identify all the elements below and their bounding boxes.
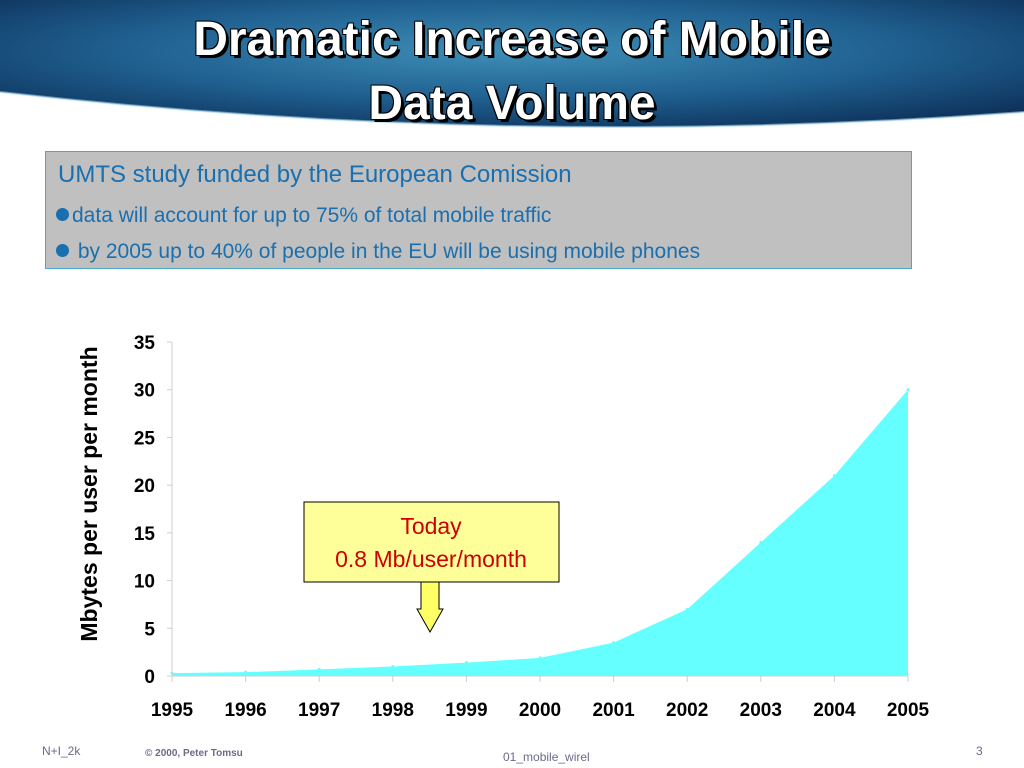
x-tick-label: 1995 <box>151 700 194 721</box>
bullet-dot-icon <box>56 208 69 221</box>
data-point <box>759 540 763 544</box>
y-tick-label: 5 <box>144 619 155 640</box>
x-tick-label: 1998 <box>372 700 414 721</box>
slide-title-line-1: Dramatic Increase of Mobile <box>193 13 831 66</box>
slide-header: Dramatic Increase of Mobile Data Volume <box>0 0 1024 138</box>
y-tick-label: 10 <box>134 572 155 593</box>
x-tick-label: 2003 <box>740 700 782 721</box>
x-tick-label: 1997 <box>298 700 340 721</box>
area-chart: 0 5 10 15 20 25 30 35 1995 1996 1997 1998 1999 2000 2… <box>76 333 930 721</box>
data-point <box>906 388 910 392</box>
page-number: 3 <box>976 744 983 758</box>
slide-title-line-2: Data Volume <box>368 77 656 130</box>
bullet-dot-icon <box>56 244 69 257</box>
data-point <box>538 656 542 660</box>
y-tick-label: 15 <box>134 524 156 545</box>
y-tick-label: 0 <box>144 667 155 688</box>
header-background <box>0 0 1024 129</box>
y-tick-label: 35 <box>134 333 156 354</box>
y-axis-label: Mbytes per user per month <box>76 346 102 641</box>
data-point <box>391 664 395 668</box>
x-tick-label: 2002 <box>666 700 708 721</box>
footer-center-label: 01_mobile_wirel <box>503 750 590 764</box>
info-bullet-text: by 2005 up to 40% of people in the EU wi… <box>72 240 701 263</box>
x-tick-label: 1996 <box>224 700 266 721</box>
x-tick-label: 2005 <box>887 700 930 721</box>
x-tick-label: 2004 <box>813 700 856 721</box>
callout-box <box>303 501 560 583</box>
today-callout: Today 0.8 Mb/user/month <box>303 501 560 634</box>
data-point <box>832 474 836 478</box>
area-series <box>172 389 908 676</box>
info-bullet: by 2005 up to 40% of people in the EU wi… <box>56 240 700 264</box>
data-point <box>317 667 321 671</box>
info-box: UMTS study funded by the European Comiss… <box>45 151 912 269</box>
info-bullet: data will account for up to 75% of total… <box>56 204 551 228</box>
data-point <box>612 641 616 645</box>
x-tick-label: 2000 <box>519 700 561 721</box>
y-tick-label: 30 <box>134 381 155 402</box>
x-tick-label: 2001 <box>592 700 635 721</box>
callout-line-2: 0.8 Mb/user/month <box>335 546 527 572</box>
y-tick-label: 20 <box>134 476 155 497</box>
callout-line-1: Today <box>400 513 462 539</box>
data-point <box>685 607 689 611</box>
footer-copyright: © 2000, Peter Tomsu <box>145 748 243 759</box>
y-ticks: 0 5 10 15 20 25 30 35 <box>134 333 172 688</box>
down-arrow-icon <box>416 581 444 634</box>
footer-left-label: N+I_2k <box>42 744 81 758</box>
y-tick-label: 25 <box>134 428 156 449</box>
data-point <box>464 661 468 665</box>
plot-area <box>170 388 910 676</box>
info-bullet-text: data will account for up to 75% of total… <box>72 204 552 227</box>
data-point <box>244 670 248 674</box>
x-tick-label: 1999 <box>445 700 487 721</box>
info-box-heading: UMTS study funded by the European Comiss… <box>58 161 572 188</box>
x-ticks: 1995 1996 1997 1998 1999 2000 2001 2002 2003 2004… <box>151 676 930 721</box>
